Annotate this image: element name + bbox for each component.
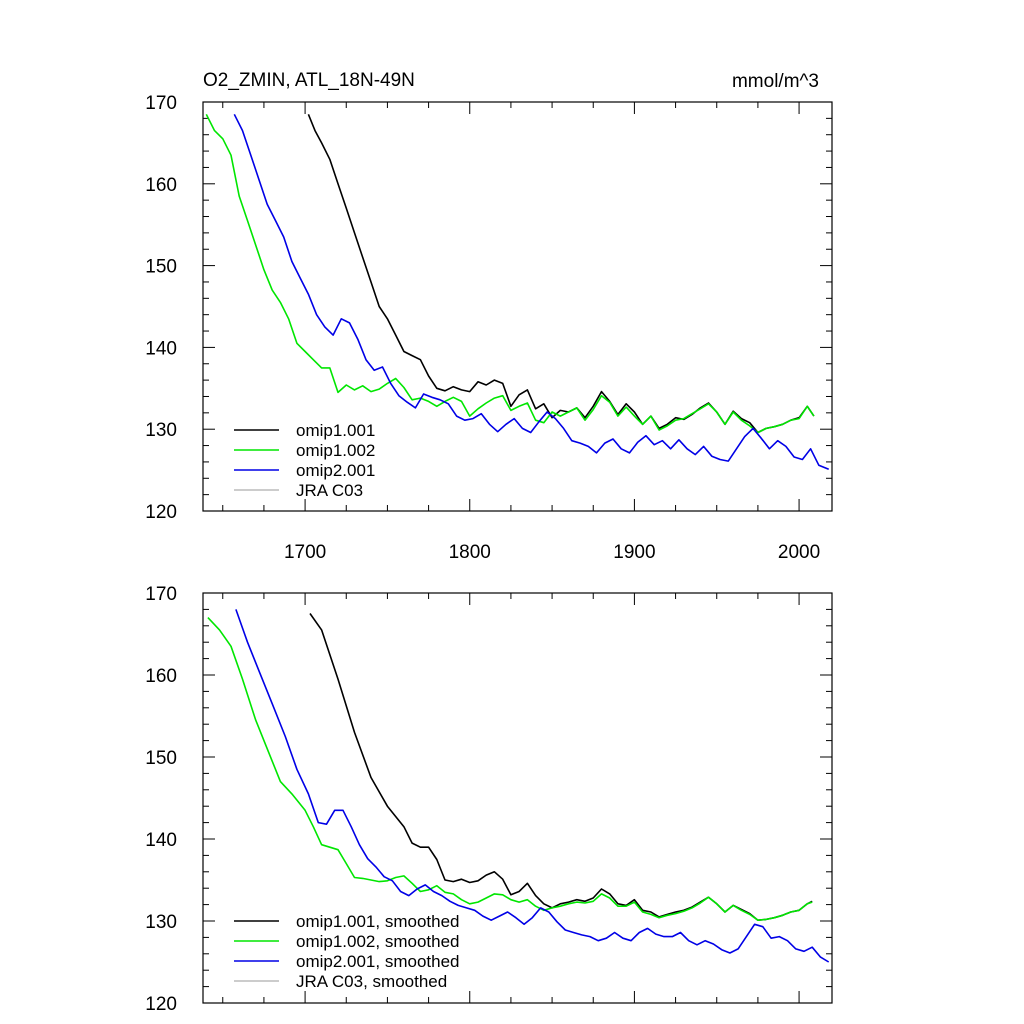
y-tick-label: 160 bbox=[145, 666, 177, 687]
y-tick-label: 170 bbox=[145, 584, 177, 605]
y-tick-label: 150 bbox=[145, 748, 177, 769]
legend-label: omip1.001, smoothed bbox=[296, 912, 460, 931]
x-tick-label: 2000 bbox=[778, 542, 820, 563]
series-line bbox=[309, 613, 813, 922]
series-line bbox=[233, 113, 830, 471]
plot-frame bbox=[202, 101, 833, 512]
y-tick-label: 130 bbox=[145, 420, 177, 441]
y-tick-label: 120 bbox=[145, 994, 177, 1015]
y-tick-label: 140 bbox=[145, 830, 177, 851]
plot-frame bbox=[202, 592, 833, 1004]
x-tick-label: 1900 bbox=[613, 542, 655, 563]
x-tick-label: 1700 bbox=[284, 542, 326, 563]
legend-label: JRA C03 bbox=[296, 481, 363, 500]
series-line bbox=[235, 609, 830, 963]
y-tick-label: 130 bbox=[145, 912, 177, 933]
y-tick-label: 150 bbox=[145, 257, 177, 278]
series-line bbox=[207, 617, 813, 922]
y-tick-label: 140 bbox=[145, 338, 177, 359]
panel-title: O2_ZMIN, ATL_18N-49N bbox=[203, 70, 415, 91]
legend-label: omip1.001 bbox=[296, 421, 375, 440]
legend-label: omip2.001 bbox=[296, 461, 375, 480]
units-label: mmol/m^3 bbox=[732, 71, 819, 92]
legend-label: omip1.002, smoothed bbox=[296, 932, 460, 951]
top-panel: 120 130 140 150 160 170 1700 1800 1900 2000 omip1.… bbox=[145, 93, 833, 563]
legend-label: omip1.002 bbox=[296, 441, 375, 460]
x-tick-label: 1800 bbox=[449, 542, 491, 563]
y-tick-label: 170 bbox=[145, 93, 177, 114]
legend-label: JRA C03, smoothed bbox=[296, 972, 447, 991]
y-tick-label: 120 bbox=[145, 502, 177, 523]
y-tick-label: 160 bbox=[145, 175, 177, 196]
series-line bbox=[205, 113, 815, 434]
legend-label: omip2.001, smoothed bbox=[296, 952, 460, 971]
